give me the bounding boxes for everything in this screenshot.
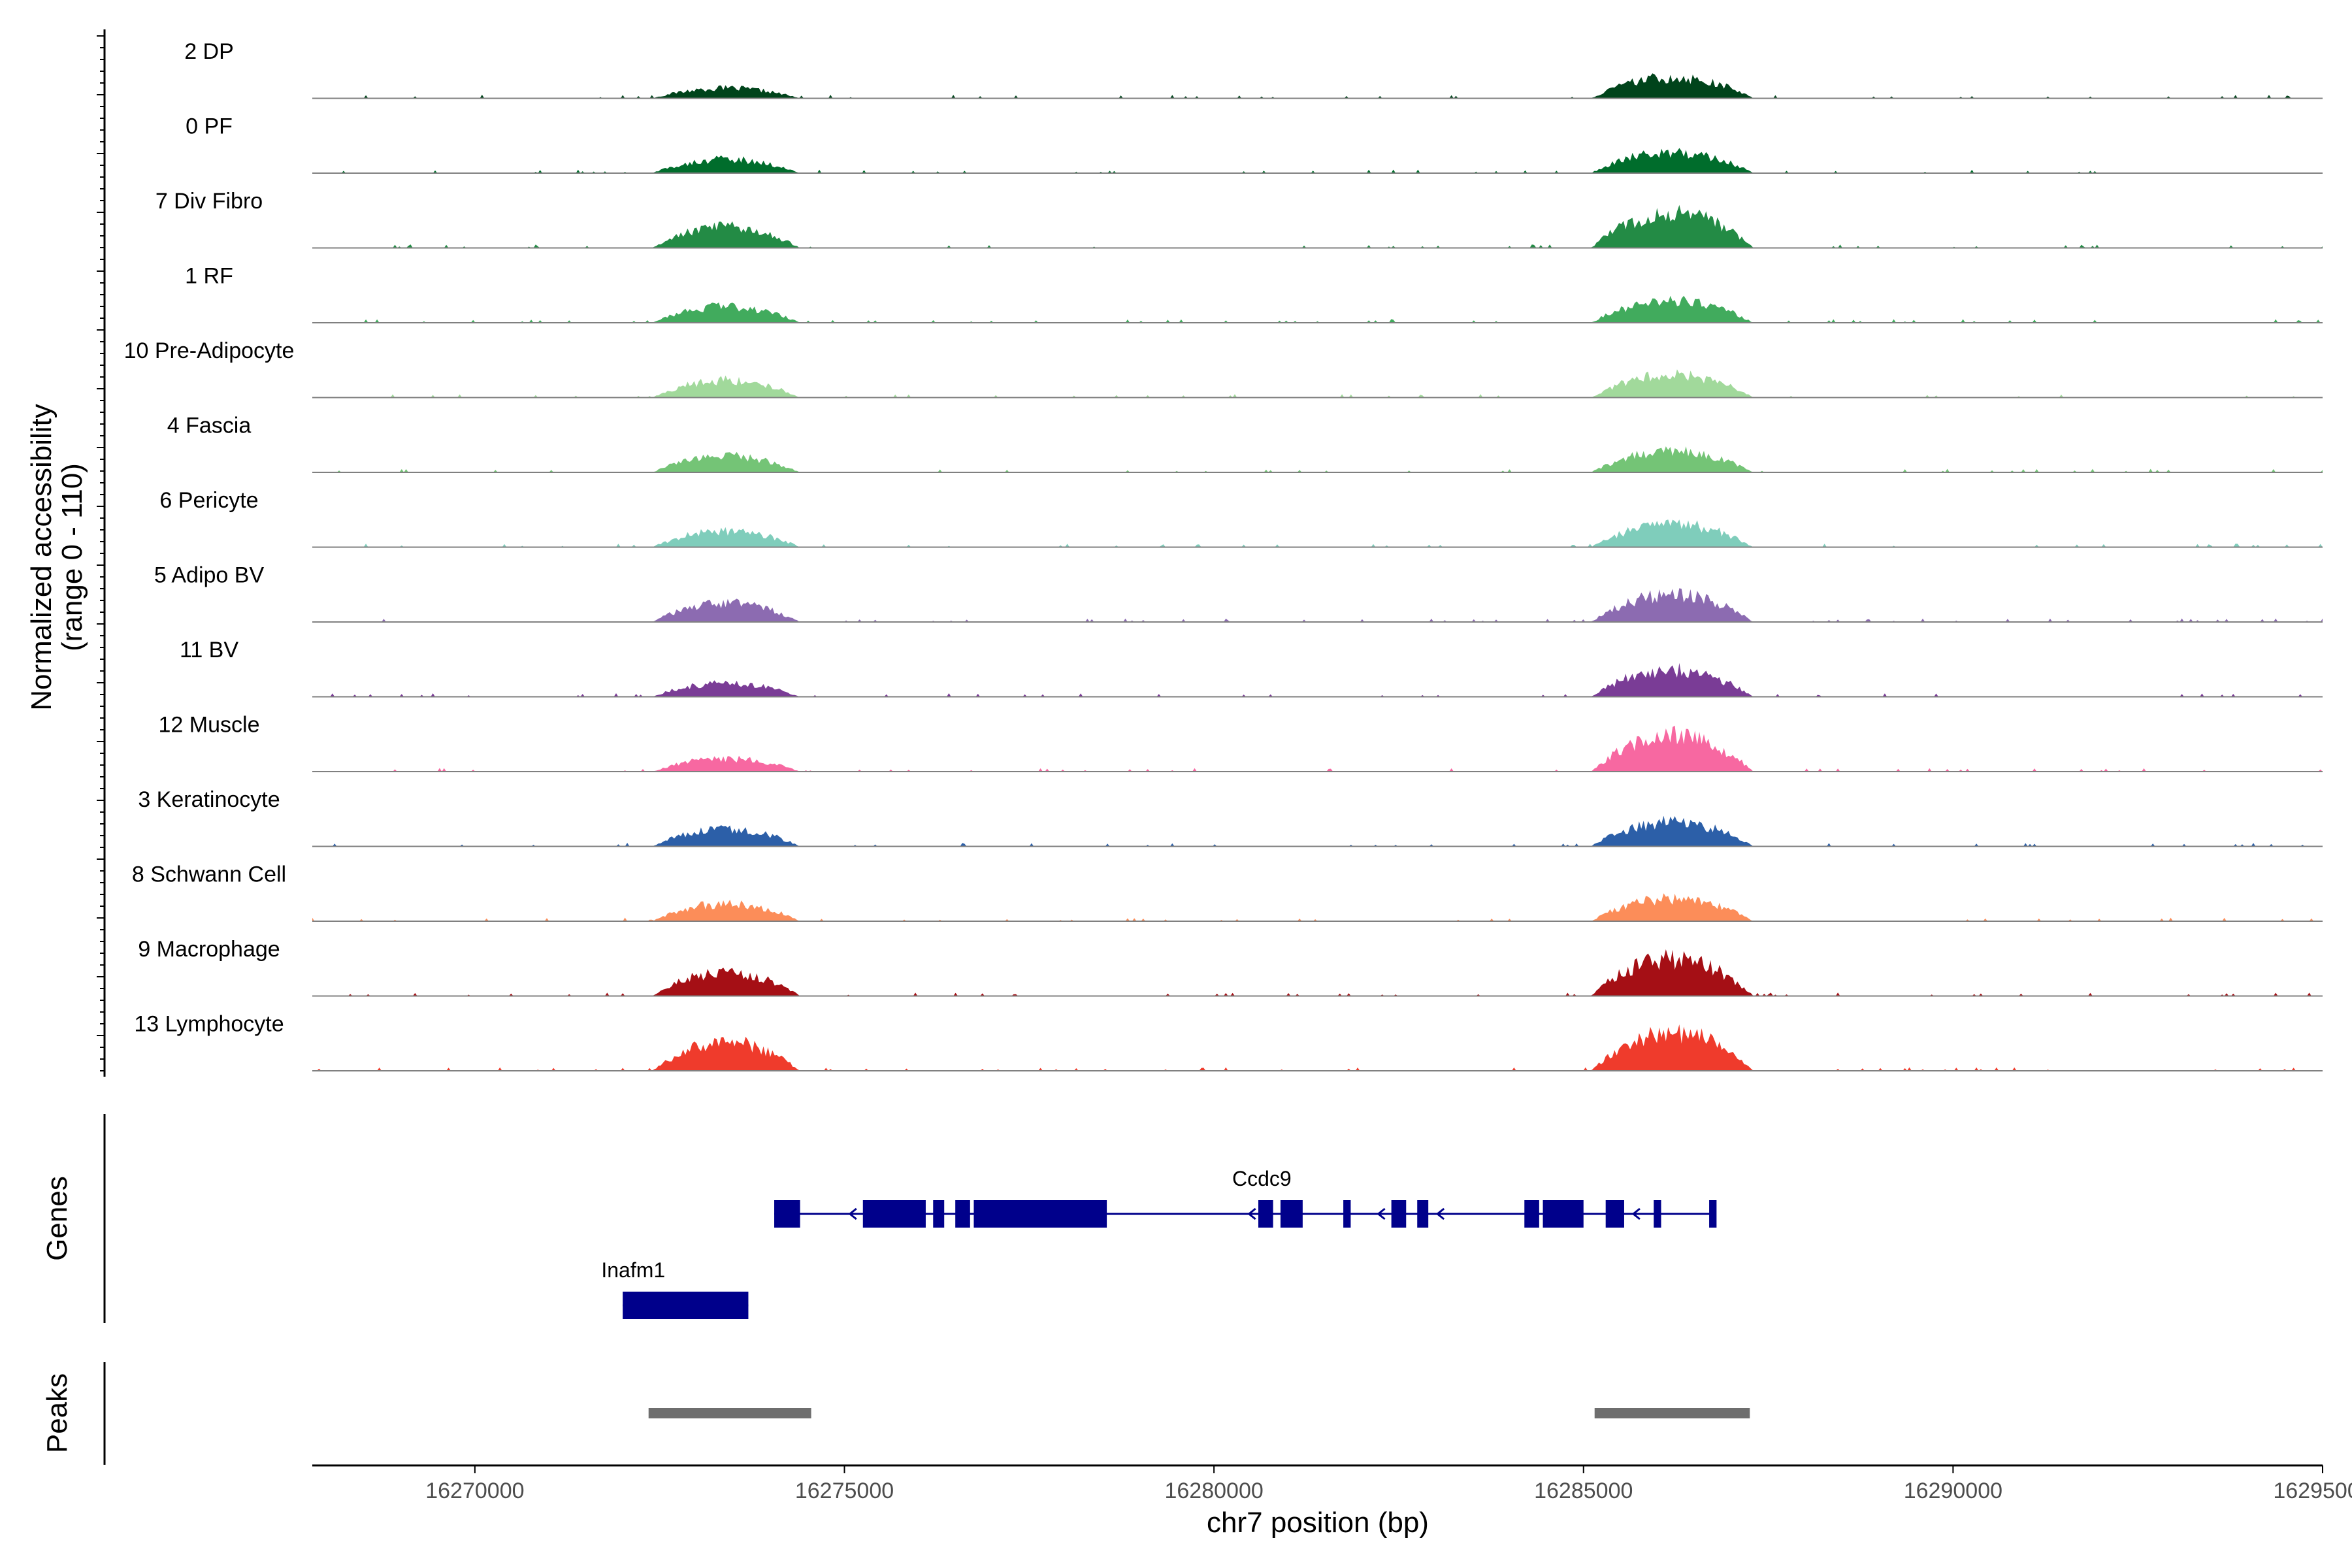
strand-arrow — [1631, 1207, 1641, 1220]
peaks-panel — [648, 1408, 1750, 1418]
gene-exon — [1605, 1200, 1624, 1228]
strand-arrow — [1435, 1207, 1445, 1220]
coverage-track: 11 BV — [180, 638, 2323, 698]
coverage-track: 0 PF — [186, 114, 2323, 174]
coverage-area — [312, 148, 2323, 173]
coverage-area — [312, 662, 2323, 697]
coverage-track: 10 Pre-Adipocyte — [124, 338, 2323, 399]
x-tick-label: 16295000 — [2273, 1478, 2352, 1503]
track-label: 5 Adipo BV — [154, 563, 265, 588]
peak-region — [648, 1408, 811, 1418]
x-axis-ticks: 16270000 16275000 16280000 16285000 16290000… — [425, 1465, 2352, 1503]
gene-exon — [933, 1200, 945, 1228]
gene-exon — [1543, 1200, 1584, 1228]
track-label: 0 PF — [186, 114, 233, 139]
coverage-area — [312, 725, 2323, 772]
x-tick-label: 16285000 — [1534, 1478, 1633, 1503]
gene-label: Inafm1 — [601, 1258, 665, 1282]
y-axis-title-line2: (range 0 - 110) — [56, 463, 88, 651]
gene-exon — [774, 1200, 800, 1228]
gene-exon — [1258, 1200, 1273, 1228]
coverage-area — [312, 369, 2323, 398]
gene-label: Ccdc9 — [1232, 1167, 1292, 1190]
gene-exon — [1391, 1200, 1407, 1228]
track-label: 6 Pericyte — [159, 488, 258, 513]
track-label: 1 RF — [185, 264, 233, 289]
gene-exon — [1709, 1200, 1717, 1228]
peaks-panel-title: Peaks — [41, 1373, 73, 1453]
track-label: 10 Pre-Adipocyte — [124, 338, 295, 363]
coverage-tracks-panel: 2 DP 0 PF 7 Div Fibro 1 RF 10 Pre-Adipocyte 4… — [124, 39, 2323, 1071]
coverage-area — [312, 295, 2323, 323]
gene-exon — [955, 1200, 970, 1228]
track-label: 12 Muscle — [159, 713, 260, 738]
gene: Inafm1 — [601, 1258, 749, 1319]
gene-exon — [1524, 1200, 1539, 1228]
coverage-area — [312, 519, 2323, 547]
coverage-area — [312, 949, 2323, 996]
coverage-y-ticks — [97, 35, 105, 1071]
strand-arrow — [848, 1207, 857, 1220]
coverage-area — [312, 73, 2323, 99]
coverage-track: 5 Adipo BV — [154, 563, 2323, 623]
peak-region — [1594, 1408, 1750, 1418]
gene-exon — [862, 1200, 926, 1228]
gene: Ccdc9 — [774, 1167, 1717, 1228]
y-axis-title-line1: Normalized accessibility — [25, 404, 57, 710]
gene-exon — [1417, 1200, 1429, 1228]
gene-exon — [1654, 1200, 1661, 1228]
coverage-track: 9 Macrophage — [138, 937, 2323, 997]
coverage-area — [312, 446, 2323, 472]
track-label: 4 Fascia — [167, 414, 252, 438]
strand-arrow — [1377, 1207, 1386, 1220]
coverage-track: 13 Lymphocyte — [134, 1012, 2323, 1071]
track-label: 13 Lymphocyte — [134, 1012, 284, 1037]
x-tick-label: 16270000 — [425, 1478, 524, 1503]
track-label: 2 DP — [184, 39, 234, 64]
track-label: 11 BV — [180, 638, 238, 662]
coverage-track: 4 Fascia — [167, 414, 2323, 473]
gene-exon — [973, 1200, 1107, 1228]
coverage-area — [312, 1024, 2323, 1071]
coverage-track: 3 Keratinocyte — [138, 787, 2323, 847]
gene-exon — [1343, 1200, 1351, 1228]
track-label: 9 Macrophage — [138, 937, 280, 962]
genes-panel-title: Genes — [41, 1176, 73, 1261]
coverage-area — [312, 588, 2323, 622]
coverage-track: 1 RF — [185, 264, 2323, 323]
track-label: 7 Div Fibro — [155, 189, 263, 214]
coverage-track: 8 Schwann Cell — [132, 862, 2323, 922]
track-label: 3 Keratinocyte — [138, 787, 280, 812]
coverage-track: 7 Div Fibro — [155, 189, 2323, 249]
gene-exon — [1280, 1200, 1303, 1228]
gene-exon — [623, 1292, 749, 1319]
x-tick-label: 16290000 — [1904, 1478, 2002, 1503]
track-label: 8 Schwann Cell — [132, 862, 286, 887]
x-tick-label: 16275000 — [795, 1478, 894, 1503]
x-tick-label: 16280000 — [1164, 1478, 1263, 1503]
strand-arrow — [1055, 1207, 1064, 1220]
coverage-track: 2 DP — [184, 39, 2323, 99]
x-axis-title: chr7 position (bp) — [1207, 1507, 1429, 1539]
coverage-area — [312, 893, 2323, 921]
strand-arrow — [1247, 1207, 1256, 1220]
coverage-area — [312, 815, 2323, 847]
coverage-track: 12 Muscle — [159, 713, 2323, 772]
coverage-area — [312, 204, 2323, 248]
genes-panel: Ccdc9 Inafm1 — [601, 1167, 1717, 1319]
coverage-track: 6 Pericyte — [159, 488, 2323, 548]
